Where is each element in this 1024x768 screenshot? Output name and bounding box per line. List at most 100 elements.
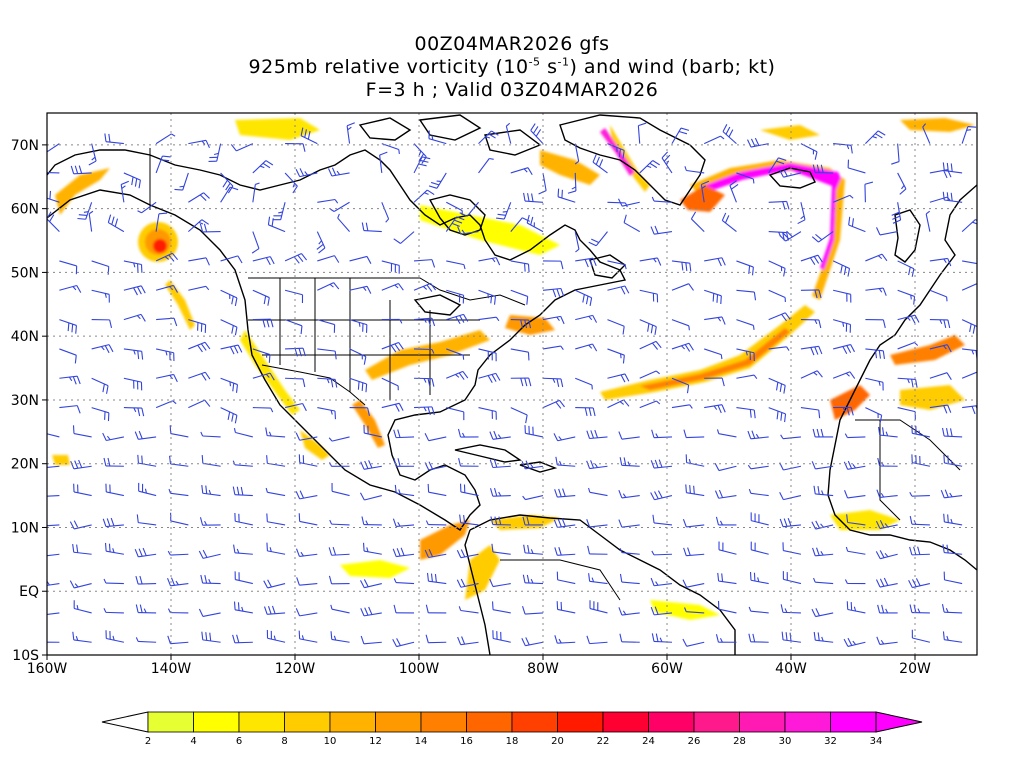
wind-barb [47, 524, 60, 527]
wind-barb [865, 319, 886, 329]
wind-barb [575, 343, 598, 352]
wind-barb [328, 436, 350, 442]
wind-barb [363, 424, 382, 438]
lon-label: 40W [775, 661, 807, 677]
lat-label: 70N [11, 138, 39, 154]
map-title-line-2: 925mb relative vorticity (10-5 s-1) and … [0, 57, 1024, 77]
wind-barb [929, 344, 952, 353]
wind-barb [685, 484, 705, 497]
wind-barb [234, 512, 253, 526]
wind-barb [942, 191, 963, 203]
wind-barb [360, 606, 382, 617]
wind-barb [607, 319, 625, 335]
wind-barb [671, 127, 690, 144]
wind-barb [736, 260, 754, 276]
colorbar-swatch [557, 711, 604, 733]
wind-barb [729, 180, 739, 203]
colorbar-label: 4 [190, 736, 196, 747]
wind-barb [220, 255, 243, 264]
colorbar-swatch [193, 711, 240, 733]
border-us-mexico [261, 364, 366, 406]
wind-barb [897, 377, 918, 388]
wind-barb [360, 635, 382, 645]
wind-barb [198, 608, 221, 617]
colorbar-swatch [784, 711, 831, 733]
wind-barb [424, 549, 447, 559]
wind-barb [59, 375, 81, 385]
wind-barb [457, 428, 479, 438]
wind-barb [929, 372, 952, 380]
wind-barb [768, 377, 786, 394]
wind-barb [459, 201, 479, 217]
wind-barb [446, 313, 469, 325]
wind-barb [72, 543, 92, 555]
wind-barb [155, 155, 171, 174]
wind-barb [427, 483, 447, 497]
wind-barb [198, 549, 221, 559]
wind-barb [704, 316, 726, 325]
wind-barb [285, 143, 306, 152]
wind-barb [538, 172, 547, 195]
wind-barb [137, 454, 157, 467]
longitude-labels: 160W140W120W100W80W60W40W20W0 [27, 661, 931, 677]
wind-barb [943, 571, 963, 585]
wind-barb [779, 230, 802, 242]
wind-barb [392, 638, 415, 648]
wind-barb [330, 604, 350, 614]
wind-barb [59, 405, 81, 414]
wind-barb [233, 601, 253, 614]
vorticity-feature-labrador [540, 150, 600, 185]
wind-barb [639, 289, 659, 303]
lat-label: 30N [11, 393, 39, 409]
wind-barb [103, 578, 124, 585]
wind-barb [510, 377, 532, 387]
colorbar-under-arrow [101, 711, 149, 733]
colorbar-label: 2 [145, 736, 151, 747]
wind-barb [337, 213, 350, 232]
wind-barb [91, 260, 110, 275]
wind-barb [137, 201, 157, 214]
colorbar-label: 10 [324, 736, 337, 747]
wind-barb [266, 629, 286, 643]
wind-barb [682, 519, 705, 528]
wind-barb [832, 260, 851, 277]
wind-barb [812, 428, 834, 438]
wind-barb [586, 519, 608, 528]
lat-label: 50N [11, 265, 39, 281]
lon-label: 80W [527, 661, 559, 677]
wind-barb [490, 516, 511, 526]
wind-barb [833, 143, 853, 154]
wind-barb [586, 460, 608, 470]
wind-barb [413, 156, 431, 174]
coastline-hispaniola [519, 461, 558, 473]
wind-barb [428, 172, 447, 189]
wind-barb [865, 253, 888, 262]
wind-barb [703, 135, 725, 145]
wind-barb [298, 630, 318, 643]
wind-barb [684, 166, 705, 174]
wind-barb [220, 377, 239, 393]
wind-barb [478, 348, 497, 362]
title-exponent-2: -1 [557, 55, 570, 69]
wind-barb [619, 548, 640, 555]
wind-barb [897, 314, 920, 324]
lat-label: 10S [12, 648, 39, 664]
wind-barb [833, 344, 855, 355]
wind-barb [897, 289, 916, 305]
wind-barb [865, 287, 887, 296]
wind-barb [424, 433, 447, 442]
coastline-hudson-bay [428, 194, 486, 236]
wind-barb [59, 284, 82, 293]
wind-barb [700, 180, 710, 203]
wind-barb [123, 377, 143, 391]
wind-barb [491, 543, 511, 555]
wind-barb [684, 607, 705, 614]
wind-barb [393, 231, 415, 244]
wind-barb [875, 577, 898, 588]
colorbar-swatch [238, 711, 285, 733]
wind-barb [650, 459, 673, 469]
lon-label: 160W [27, 661, 68, 677]
wind-barb [88, 143, 97, 166]
wind-barb [961, 219, 977, 233]
wind-barb [233, 428, 253, 438]
